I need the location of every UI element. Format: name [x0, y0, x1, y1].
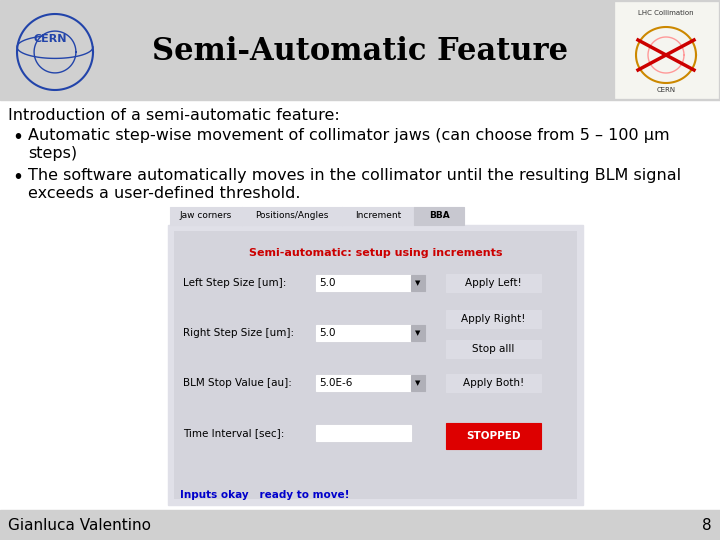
Text: Increment: Increment: [355, 212, 401, 220]
Text: Stop alll: Stop alll: [472, 344, 515, 354]
Text: Apply Right!: Apply Right!: [462, 314, 526, 324]
Text: BBA: BBA: [428, 212, 449, 220]
Bar: [174, 231, 577, 499]
Bar: [0, 510, 720, 540]
Text: Automatic step-wise movement of collimator jaws (can choose from 5 – 100 μm: Automatic step-wise movement of collimat…: [28, 128, 670, 143]
Text: •: •: [12, 168, 23, 187]
Text: ▼: ▼: [415, 330, 420, 336]
Text: CERN: CERN: [657, 87, 675, 93]
Text: 5.0: 5.0: [319, 278, 336, 288]
Bar: [446, 423, 541, 449]
Bar: [446, 274, 541, 292]
Text: Time Interval [sec]:: Time Interval [sec]:: [183, 428, 284, 438]
Bar: [446, 340, 541, 358]
Bar: [446, 374, 541, 392]
Bar: [316, 375, 411, 391]
Bar: [170, 207, 242, 225]
Text: Positions/Angles: Positions/Angles: [256, 212, 329, 220]
Text: LHC Collimation: LHC Collimation: [638, 10, 694, 16]
Text: 5.0E-6: 5.0E-6: [319, 378, 352, 388]
Bar: [411, 275, 425, 291]
Text: •: •: [12, 128, 23, 147]
Text: The software automatically moves in the collimator until the resulting BLM signa: The software automatically moves in the …: [28, 168, 681, 183]
Text: Left Step Size [um]:: Left Step Size [um]:: [183, 278, 287, 288]
Text: steps): steps): [28, 146, 77, 161]
Text: 5.0: 5.0: [319, 328, 336, 338]
Bar: [242, 207, 342, 225]
Text: Apply Left!: Apply Left!: [465, 278, 522, 288]
Bar: [411, 375, 425, 391]
Text: Right Step Size [um]:: Right Step Size [um]:: [183, 328, 294, 338]
Bar: [168, 225, 583, 505]
Text: 8: 8: [703, 517, 712, 532]
Bar: [0, 0, 720, 100]
Text: CERN: CERN: [33, 34, 66, 44]
Bar: [316, 275, 411, 291]
Bar: [414, 207, 464, 225]
Text: STOPPED: STOPPED: [467, 431, 521, 441]
Text: Semi-automatic: setup using increments: Semi-automatic: setup using increments: [248, 248, 503, 258]
Text: Semi-Automatic Feature: Semi-Automatic Feature: [152, 37, 568, 68]
Bar: [411, 325, 425, 341]
Text: ▼: ▼: [415, 380, 420, 386]
Text: exceeds a user-defined threshold.: exceeds a user-defined threshold.: [28, 186, 300, 201]
Bar: [342, 207, 414, 225]
Text: Jaw corners: Jaw corners: [180, 212, 232, 220]
Text: BLM Stop Value [au]:: BLM Stop Value [au]:: [183, 378, 292, 388]
Text: Gianluca Valentino: Gianluca Valentino: [8, 517, 151, 532]
Bar: [615, 2, 718, 98]
Bar: [316, 425, 411, 441]
Text: Introduction of a semi-automatic feature:: Introduction of a semi-automatic feature…: [8, 108, 340, 123]
Bar: [446, 310, 541, 328]
Text: ▼: ▼: [415, 280, 420, 286]
Text: Inputs okay   ready to move!: Inputs okay ready to move!: [180, 490, 349, 500]
Bar: [316, 325, 411, 341]
Text: Apply Both!: Apply Both!: [463, 378, 524, 388]
